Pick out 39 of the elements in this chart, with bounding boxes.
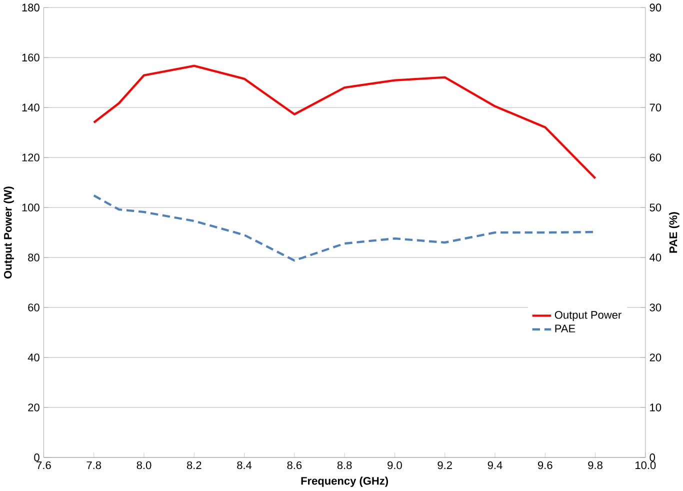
- y-tick-label: 80: [28, 254, 40, 262]
- y2-axis-title: PAE (%): [669, 212, 680, 253]
- y-tick-label: 60: [28, 304, 40, 312]
- y-tick-label: 160: [22, 54, 40, 62]
- legend-label: PAE: [555, 324, 576, 333]
- x-tick-label: 9.2: [438, 462, 452, 470]
- y2-tick-label: 20: [650, 354, 662, 362]
- y2-tick-label: 30: [650, 304, 662, 312]
- y-tick-label: 100: [22, 204, 40, 212]
- y2-tick-label: 80: [650, 54, 662, 62]
- x-tick-label: 8.6: [287, 462, 302, 470]
- y2-tick-label: 40: [650, 254, 662, 262]
- y2-tick-label: 70: [650, 104, 662, 112]
- y2-tick-label: 90: [650, 4, 662, 12]
- y2-tick-label: 10: [650, 404, 662, 412]
- line-series: [92, 64, 596, 180]
- x-tick-label: 8.4: [237, 462, 252, 470]
- x-tick-label: 9.0: [388, 462, 402, 470]
- y-tick-label: 120: [22, 154, 40, 162]
- y2-tick-label: 0: [650, 454, 655, 462]
- x-tick-label: 7.8: [86, 462, 102, 470]
- x-tick-label: 8.0: [136, 462, 152, 470]
- x-tick-label: 8.8: [337, 462, 352, 470]
- y-axis-title: Output Power (W): [4, 186, 14, 279]
- x-tick-label: 7.6: [36, 462, 51, 470]
- x-axis-title: Frequency (GHz): [301, 476, 388, 488]
- x-tick-label: 9.6: [538, 462, 552, 470]
- y-tick-label: 180: [22, 4, 40, 12]
- y2-tick-label: 60: [650, 154, 662, 162]
- y-tick-label: 20: [28, 404, 40, 412]
- x-tick-label: 8.2: [186, 462, 202, 470]
- x-tick-label: 9.8: [588, 462, 602, 470]
- y-tick-label: 140: [22, 104, 40, 112]
- y-tick-label: 0: [34, 454, 40, 462]
- y-tick-label: 40: [28, 354, 40, 362]
- x-tick-label: 10.0: [636, 462, 656, 470]
- legend-label: Output Power: [554, 311, 622, 322]
- x-tick-label: 9.4: [488, 462, 502, 470]
- y2-tick-label: 50: [650, 204, 662, 212]
